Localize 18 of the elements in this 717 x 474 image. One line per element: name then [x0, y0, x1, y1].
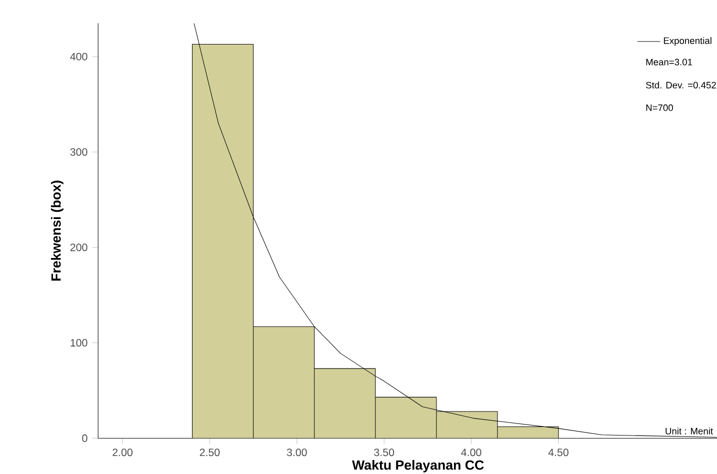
y-tick-label: 0 — [82, 434, 88, 442]
annotation: N=700 — [646, 104, 673, 112]
x-tick-label: 4.00 — [461, 448, 482, 456]
y-tick-label: 200 — [70, 244, 88, 252]
legend-label: Exponential — [664, 37, 712, 46]
annotation: Std. Dev. =0.452 — [646, 82, 716, 88]
y-tick-label: 400 — [70, 52, 88, 60]
annotation: Mean=3.01 — [646, 58, 692, 66]
x-tick-label: 4.50 — [548, 448, 568, 456]
y-tick-label: 300 — [70, 148, 88, 156]
y-tick-label: 100 — [70, 339, 88, 347]
y-axis-title: Frekwensi (box) — [50, 180, 64, 281]
x-axis-title: Waktu Pelayanan CC — [352, 460, 484, 472]
x-tick-label: 3.50 — [374, 448, 394, 456]
annotation: Unit : Menit — [666, 428, 713, 434]
x-tick-label: 2.00 — [112, 448, 132, 456]
x-tick-label: 3.00 — [286, 448, 307, 456]
x-tick-label: 2.50 — [200, 448, 220, 456]
